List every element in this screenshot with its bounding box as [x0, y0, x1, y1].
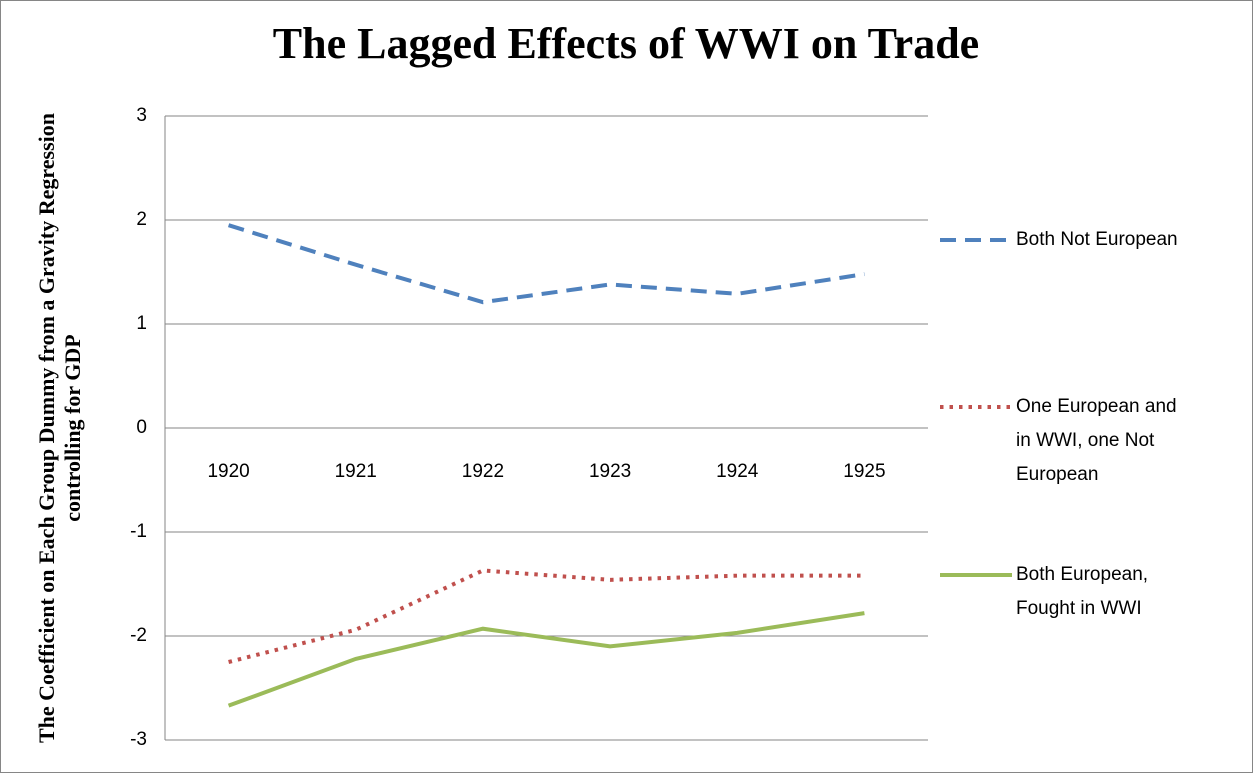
y-tick-label: -3 [130, 729, 147, 750]
y-tick-label: -2 [130, 625, 147, 646]
chart-title: The Lagged Effects of WWI on Trade [273, 19, 979, 68]
x-tick-label: 1922 [462, 461, 504, 482]
x-tick-label: 1923 [589, 461, 631, 482]
x-tick-label: 1920 [207, 461, 249, 482]
y-tick-label: 1 [136, 313, 147, 334]
legend-label: One European and in WWI, one Not Europea… [1016, 396, 1177, 485]
x-tick-label: 1921 [335, 461, 377, 482]
y-tick-label: 3 [136, 105, 147, 126]
x-tick-label: 1925 [843, 461, 885, 482]
y-tick-label: 2 [136, 209, 147, 230]
series-line [227, 223, 865, 305]
legend-label: Both European, Fought in WWI [1016, 564, 1149, 619]
x-tick-label: 1924 [716, 461, 759, 482]
y-axis-title: The Coefficient on Each Group Dummy from… [34, 112, 85, 744]
series-line [228, 568, 865, 664]
series-line [227, 611, 865, 708]
y-tick-label: -1 [130, 521, 147, 542]
y-tick-label: 0 [136, 417, 147, 438]
legend-label: Both Not European [1016, 229, 1178, 250]
